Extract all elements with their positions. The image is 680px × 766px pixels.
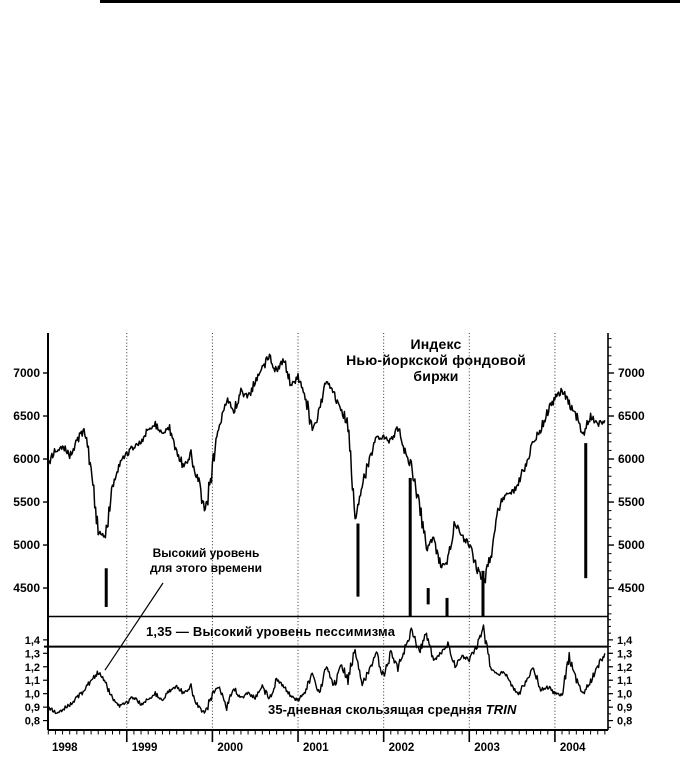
signal-bar: [481, 570, 485, 616]
signal-bar: [104, 568, 108, 607]
x-year-label: 1999: [132, 742, 158, 754]
signal-bar: [426, 588, 430, 605]
y-tick-label: 1,3: [25, 648, 40, 660]
trin-ma-label-italic: TRIN: [485, 702, 517, 717]
signal-bar: [445, 597, 449, 616]
chart: 7000 7000 6500 6500 6000 6000 5500 5500 5000 5000…: [0, 330, 680, 766]
x-year-label: 2004: [560, 742, 586, 754]
y-tick-label: 1,4: [617, 635, 633, 647]
x-year-label: 1998: [52, 742, 78, 754]
pessimism-threshold-label: 1,35 — Высокий уровень пессимизма: [146, 624, 396, 639]
high-level-annotation: Высокий уровень для этого времени: [150, 546, 262, 575]
chart-title: Индекс Нью-йоркской фондовой биржи: [346, 336, 526, 384]
y-tick-label: 5000: [618, 538, 645, 552]
y-tick-label: 0,9: [25, 702, 40, 714]
y-tick-label: 6000: [618, 452, 645, 466]
signal-bar: [356, 523, 360, 597]
y-tick-label: 1,1: [617, 675, 632, 687]
y-tick-label: 5500: [13, 495, 40, 509]
y-tick-label: 1,0: [617, 689, 632, 701]
nyse-price-line: [48, 353, 606, 584]
y-tick-label: 4500: [13, 581, 40, 595]
y-tick-label: 1,0: [25, 689, 40, 701]
y-tick-label: 1,2: [25, 662, 40, 674]
y-tick-label: 1,4: [25, 635, 41, 647]
x-year-label: 2003: [474, 742, 500, 754]
signal-bar: [584, 443, 588, 579]
y-tick-label: 0,8: [617, 716, 632, 728]
trin-ma-label: 35-дневная скользящая средняя TRIN: [268, 702, 516, 717]
y-tick-label: 7000: [618, 366, 645, 380]
trin-line: [48, 624, 606, 715]
y-tick-label: 7000: [13, 366, 40, 380]
y-tick-label: 0,8: [25, 716, 40, 728]
y-tick-label: 5000: [13, 538, 40, 552]
x-year-label: 2002: [389, 742, 415, 754]
y-tick-label: 6000: [13, 452, 40, 466]
trin-ma-label-text: 35-дневная скользящая средняя: [268, 702, 486, 717]
y-tick-label: 4500: [618, 581, 645, 595]
chart-canvas: 7000 7000 6500 6500 6000 6000 5500 5500 5000 5000…: [13, 333, 645, 754]
y-tick-label: 1,1: [25, 675, 40, 687]
y-tick-label: 5500: [618, 495, 645, 509]
x-year-label: 2000: [217, 742, 243, 754]
y-tick-label: 6500: [618, 409, 645, 423]
y-tick-label: 1,2: [617, 662, 632, 674]
x-year-label: 2001: [303, 742, 329, 754]
page-top-rule: [100, 0, 680, 3]
y-tick-label: 0,9: [617, 702, 632, 714]
y-tick-label: 1,3: [617, 648, 632, 660]
y-tick-label: 6500: [13, 409, 40, 423]
signal-bar: [408, 477, 412, 616]
annotation-pointer-line: [104, 582, 164, 671]
